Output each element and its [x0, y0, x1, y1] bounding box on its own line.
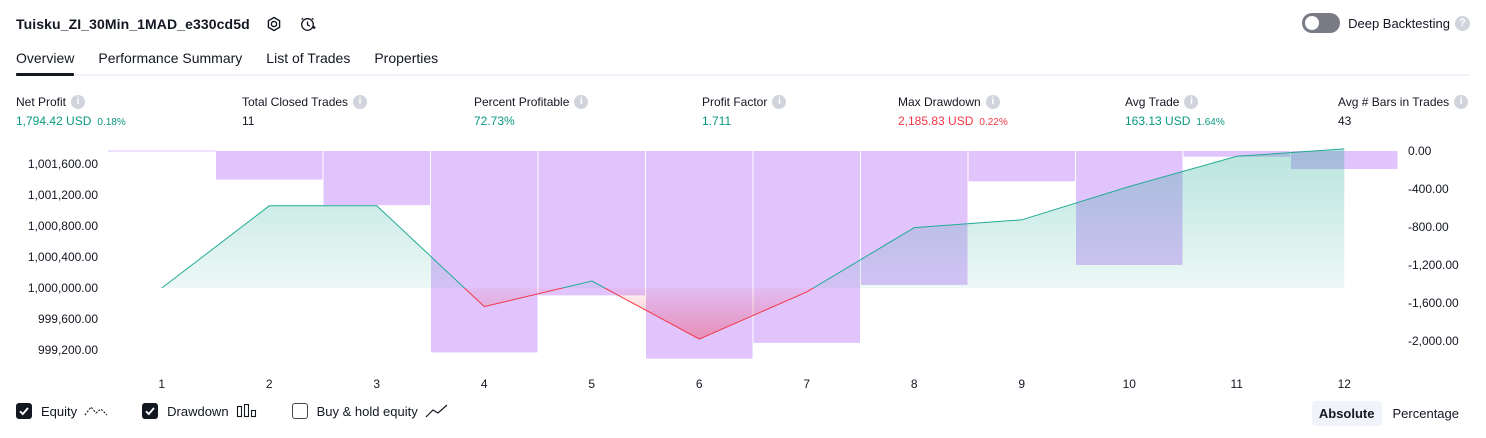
x-axis-tick-label: 8: [911, 377, 918, 391]
right-axis-tick-label: -400.00: [1408, 182, 1449, 196]
metric-value: 163.13 USD: [1125, 114, 1191, 128]
deep-backtesting-label: Deep Backtesting: [1348, 15, 1450, 31]
left-axis-tick-label: 1,000,400.00: [28, 250, 98, 264]
info-icon[interactable]: i: [1184, 94, 1199, 109]
drawdown-bar: [1183, 151, 1290, 157]
metric-net-profit: Net Profit i 1,794.42 USD 0.18%: [16, 94, 126, 128]
metric-label: Profit Factor: [702, 94, 768, 109]
left-axis-tick-label: 1,001,200.00: [28, 188, 98, 202]
metric-avg-bars-in-trades: Avg # Bars in Trades i 43: [1338, 94, 1469, 128]
x-axis-tick-label: 4: [481, 377, 488, 391]
toggle-knob: [1305, 16, 1320, 30]
equity-fill-negative: [161, 288, 1345, 340]
x-axis-tick-label: 12: [1338, 377, 1352, 391]
strategy-title: Tuisku_ZI_30Min_1MAD_e330cd5d: [16, 16, 250, 32]
metric-value: 1.711: [702, 114, 732, 128]
info-icon[interactable]: i: [574, 94, 589, 109]
metric-label: Avg # Bars in Trades: [1338, 94, 1450, 109]
info-icon[interactable]: i: [1454, 94, 1469, 109]
right-axis-tick-label: 0.00: [1408, 144, 1432, 158]
metric-percent-profitable: Percent Profitable i 72.73%: [474, 94, 589, 128]
drawdown-bar: [538, 151, 645, 296]
tab-performance-summary[interactable]: Performance Summary: [98, 50, 243, 66]
x-axis-tick-label: 11: [1231, 377, 1244, 391]
info-icon[interactable]: i: [353, 94, 368, 109]
metric-profit-factor: Profit Factor i 1.711: [702, 94, 787, 128]
strategy-header: Tuisku_ZI_30Min_1MAD_e330cd5d: [16, 12, 318, 36]
metric-label: Percent Profitable: [474, 94, 570, 109]
legend-buy-hold-equity[interactable]: Buy & hold equity: [291, 403, 449, 419]
left-axis-tick-label: 1,000,000.00: [28, 281, 98, 295]
equity-drawdown-chart[interactable]: 1,001,600.00 1,001,200.00 1,000,800.00 1,00…: [0, 140, 1486, 398]
x-axis-tick-label: 7: [803, 377, 810, 391]
metric-label: Max Drawdown: [898, 94, 981, 109]
metric-label: Avg Trade: [1125, 94, 1180, 109]
legend-drawdown[interactable]: Drawdown: [142, 403, 257, 419]
percentage-button[interactable]: Percentage: [1392, 406, 1460, 421]
drawdown-bar: [968, 151, 1075, 182]
deep-backtesting: Deep Backtesting ?: [1302, 13, 1470, 33]
deep-backtesting-toggle[interactable]: [1302, 13, 1341, 33]
info-icon[interactable]: i: [985, 94, 1000, 109]
legend-label: Buy & hold equity: [316, 403, 418, 419]
x-axis-tick-label: 1: [158, 377, 165, 391]
left-axis-tick-label: 999,600.00: [38, 312, 98, 326]
strategy-report-icon[interactable]: [298, 14, 318, 34]
metric-value: 2,185.83 USD: [898, 114, 974, 128]
equity-line-positive: [161, 148, 1345, 288]
right-axis-tick-label: -1,200.00: [1408, 258, 1459, 272]
chart-legend: Equity Drawdown Buy & hold equity: [16, 403, 483, 419]
legend-label: Equity: [41, 403, 78, 419]
settings-icon[interactable]: [264, 14, 284, 34]
right-axis-tick-label: -2,000.00: [1408, 334, 1459, 348]
checkbox-checked-icon[interactable]: [142, 403, 159, 419]
drawdown-bar: [216, 151, 323, 180]
equity-line-negative: [161, 288, 815, 340]
drawdown-bars-icon: [236, 404, 258, 418]
equity-fill-positive: [161, 148, 1345, 288]
display-mode-switch: Absolute Percentage: [1308, 401, 1466, 426]
metric-value: 43: [1338, 114, 1352, 128]
metric-percent: 1.64%: [1196, 117, 1225, 128]
x-axis-tick-label: 5: [588, 377, 595, 391]
metric-percent: 0.18%: [97, 117, 126, 128]
x-axis-tick-label: 6: [696, 377, 703, 391]
checkbox-checked-icon[interactable]: [16, 403, 32, 419]
metric-total-closed-trades: Total Closed Trades i 11: [242, 94, 368, 128]
tab-bar: Overview Performance Summary List of Tra…: [16, 46, 1470, 76]
info-icon[interactable]: i: [71, 94, 86, 109]
legend-label: Drawdown: [167, 403, 229, 419]
left-axis-tick-label: 999,200.00: [38, 343, 98, 357]
buy-hold-line-icon: [425, 404, 449, 418]
x-axis-tick-label: 3: [373, 377, 380, 391]
checkbox-unchecked-icon[interactable]: [291, 403, 308, 419]
left-axis-tick-label: 1,001,600.00: [28, 157, 98, 171]
x-axis-tick-label: 9: [1018, 377, 1025, 391]
right-axis-tick-label: -800.00: [1408, 220, 1449, 234]
drawdown-bar: [753, 151, 860, 343]
help-icon[interactable]: ?: [1455, 15, 1470, 31]
metric-max-drawdown: Max Drawdown i 2,185.83 USD 0.22%: [898, 94, 1008, 128]
metric-percent: 0.22%: [979, 117, 1008, 128]
legend-equity[interactable]: Equity: [16, 403, 108, 419]
drawdown-bar: [323, 151, 430, 206]
tab-properties[interactable]: Properties: [374, 50, 439, 66]
info-icon[interactable]: i: [772, 94, 787, 109]
left-axis-tick-label: 1,000,800.00: [28, 219, 98, 233]
metric-label: Total Closed Trades: [242, 94, 349, 109]
right-axis-tick-label: -1,600.00: [1408, 296, 1459, 310]
tab-list-of-trades[interactable]: List of Trades: [266, 50, 351, 66]
x-axis-tick-label: 10: [1123, 377, 1137, 391]
metric-value: 72.73%: [474, 114, 515, 128]
drawdown-bar: [431, 151, 538, 353]
metric-value: 11: [242, 114, 255, 128]
metric-label: Net Profit: [16, 94, 67, 109]
absolute-button[interactable]: Absolute: [1311, 401, 1382, 426]
equity-line-icon: [84, 404, 108, 418]
tab-overview[interactable]: Overview: [16, 46, 75, 76]
metric-avg-trade: Avg Trade i 163.13 USD 1.64%: [1125, 94, 1225, 128]
metric-value: 1,794.42 USD: [16, 114, 92, 128]
x-axis-tick-label: 2: [266, 377, 273, 391]
